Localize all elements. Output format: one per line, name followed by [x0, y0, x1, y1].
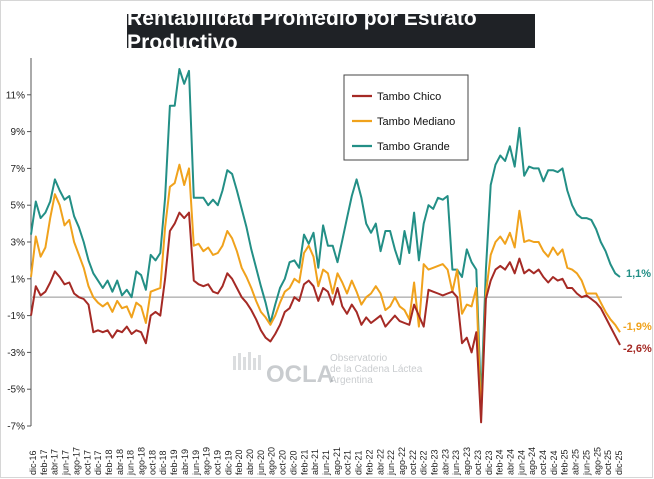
legend: Tambo Chico Tambo Mediano Tambo Grande — [343, 74, 469, 161]
y-tick-label: -3% — [7, 348, 25, 359]
legend-label-chico: Tambo Chico — [377, 91, 441, 103]
legend-label-mediano: Tambo Mediano — [377, 116, 455, 128]
x-tick-label: jun-18 — [126, 450, 136, 476]
x-tick-label: ago-23 — [462, 447, 472, 475]
y-tick-label: 9% — [11, 127, 26, 138]
y-tick-label: -5% — [7, 385, 25, 396]
x-tick-label: feb-20 — [234, 449, 244, 475]
x-axis-ticks: dic-16 feb-17 abr-17 jun-17 ago-17 oct-17 dic-… — [28, 447, 624, 476]
x-tick-label: feb-17 — [39, 449, 49, 475]
x-tick-label: oct-19 — [212, 450, 222, 475]
x-tick-label: dic-17 — [93, 450, 103, 475]
x-tick-label: feb-24 — [495, 449, 505, 475]
end-label-grande: 1,1% — [626, 268, 651, 280]
watermark-line2: de la Cadena Láctea — [330, 364, 423, 375]
x-tick-label: oct-21 — [343, 450, 353, 475]
series-line-grande — [30, 68, 621, 404]
x-tick-label: oct-20 — [278, 450, 288, 475]
x-tick-label: dic-18 — [158, 450, 168, 475]
x-tick-label: dic-16 — [28, 450, 38, 475]
x-tick-label: jun-17 — [61, 450, 71, 476]
x-tick-label: abr-18 — [115, 449, 125, 475]
x-tick-label: ago-24 — [527, 447, 537, 475]
y-tick-label: 3% — [11, 238, 26, 249]
legend-label-grande: Tambo Grande — [377, 141, 450, 153]
x-tick-label: dic-22 — [419, 450, 429, 475]
series-lines — [30, 68, 621, 424]
x-tick-label: ago-25 — [592, 447, 602, 475]
x-tick-label: dic-23 — [484, 450, 494, 475]
x-tick-label: dic-20 — [288, 450, 298, 475]
x-tick-label: jun-21 — [321, 450, 331, 476]
x-tick-label: abr-19 — [180, 449, 190, 475]
x-tick-label: dic-25 — [614, 450, 624, 475]
watermark-line3: Argentina — [330, 375, 373, 386]
x-tick-label: ago-18 — [137, 447, 147, 475]
x-tick-label: feb-23 — [430, 449, 440, 475]
x-tick-label: jun-23 — [451, 450, 461, 476]
y-tick-label: 1% — [11, 274, 26, 285]
end-label-mediano: -1,9% — [623, 321, 652, 333]
x-tick-label: jun-25 — [581, 450, 591, 476]
x-tick-label: abr-22 — [375, 449, 385, 475]
ocla-watermark: OCLA Observatorio de la Cadena Láctea Ar… — [233, 352, 423, 388]
x-tick-label: feb-19 — [169, 449, 179, 475]
watermark-brand: OCLA — [266, 361, 334, 388]
end-label-chico: -2,6% — [623, 343, 652, 355]
series-line-mediano — [30, 163, 621, 416]
x-tick-label: oct-24 — [538, 450, 548, 475]
x-tick-label: ago-19 — [202, 447, 212, 475]
x-tick-label: dic-24 — [549, 450, 559, 475]
x-tick-label: feb-21 — [299, 449, 309, 475]
x-tick-label: feb-25 — [560, 449, 570, 475]
x-tick-label: abr-23 — [440, 449, 450, 475]
x-tick-label: ago-20 — [267, 447, 277, 475]
x-tick-label: oct-18 — [147, 450, 157, 475]
y-tick-label: 5% — [11, 201, 26, 212]
y-tick-label: 7% — [11, 164, 26, 175]
x-tick-label: jun-19 — [191, 450, 201, 476]
x-tick-label: oct-23 — [473, 450, 483, 475]
x-tick-label: ago-21 — [332, 447, 342, 475]
x-tick-label: jun-22 — [386, 450, 396, 476]
x-tick-label: ago-17 — [71, 447, 81, 475]
ocla-logo-icon — [233, 352, 261, 370]
y-tick-label: -7% — [7, 422, 25, 433]
watermark-line1: Observatorio — [330, 353, 388, 364]
x-tick-label: ago-22 — [397, 447, 407, 475]
y-tick-label: -1% — [7, 311, 25, 322]
x-tick-label: oct-22 — [408, 450, 418, 475]
x-tick-label: abr-24 — [505, 449, 515, 475]
x-tick-label: oct-25 — [603, 450, 613, 475]
x-tick-label: dic-21 — [354, 450, 364, 475]
x-tick-label: feb-18 — [104, 449, 114, 475]
x-tick-label: abr-21 — [310, 449, 320, 475]
x-tick-label: feb-22 — [364, 449, 374, 475]
y-tick-label: 11% — [6, 90, 25, 101]
x-tick-label: oct-17 — [82, 450, 92, 475]
x-tick-label: jun-24 — [516, 450, 526, 476]
x-tick-label: dic-19 — [223, 450, 233, 475]
series-line-chico — [30, 211, 621, 424]
x-tick-label: abr-20 — [245, 449, 255, 475]
x-tick-label: jun-20 — [256, 450, 266, 476]
x-tick-label: abr-25 — [571, 449, 581, 475]
x-tick-label: abr-17 — [50, 449, 60, 475]
y-axis-ticks: -7% -5% -3% -1% 1% 3% 5% 7% 9% 11% — [6, 90, 31, 433]
